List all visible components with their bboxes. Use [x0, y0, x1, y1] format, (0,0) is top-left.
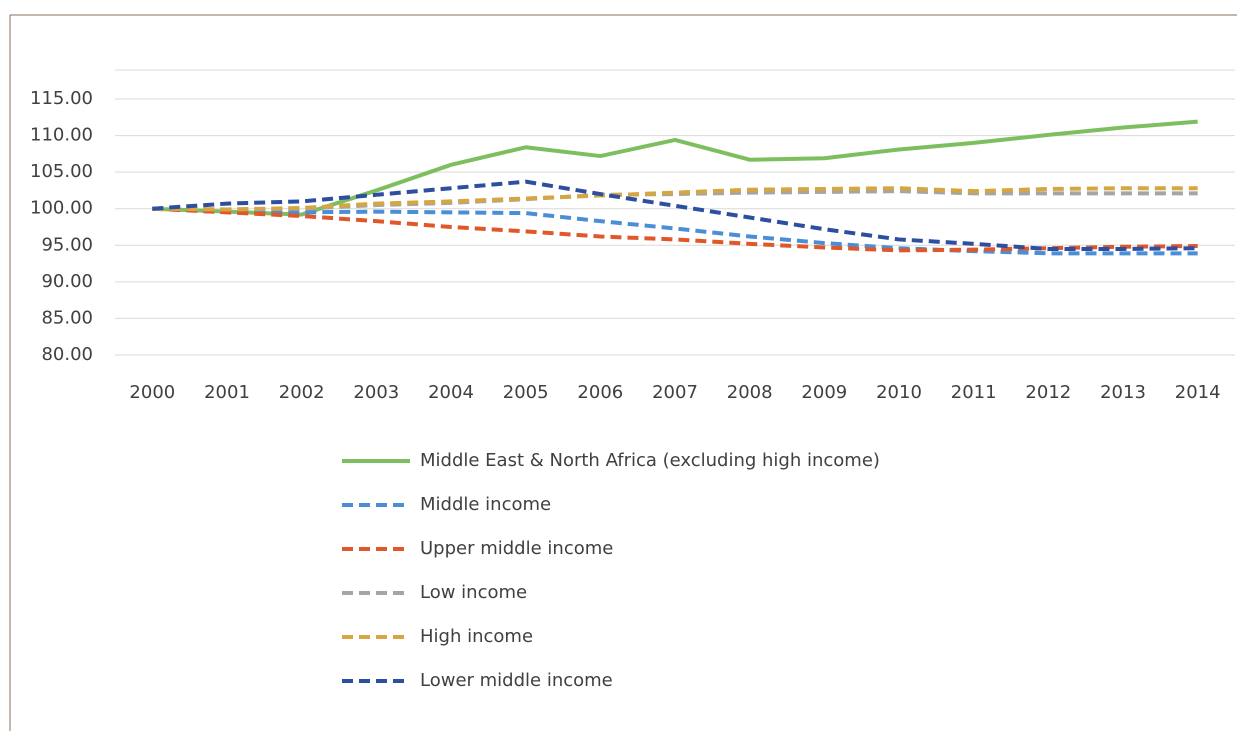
- legend-label: Middle income: [420, 494, 551, 515]
- x-tick-label: 2013: [1100, 382, 1146, 403]
- x-tick-label: 2006: [577, 382, 623, 403]
- x-tick-label: 2001: [204, 382, 250, 403]
- y-tick-label: 80.00: [41, 344, 93, 365]
- y-tick-label: 110.00: [30, 125, 93, 146]
- y-tick-label: 100.00: [30, 198, 93, 219]
- x-tick-label: 2003: [353, 382, 399, 403]
- x-tick-label: 2004: [428, 382, 474, 403]
- legend-label: Low income: [420, 582, 527, 603]
- y-tick-label: 105.00: [30, 161, 93, 182]
- legend-label: Middle East & North Africa (excluding hi…: [420, 450, 880, 471]
- series-line: [152, 206, 1198, 256]
- x-tick-label: 2010: [876, 382, 922, 403]
- y-tick-label: 95.00: [41, 234, 93, 255]
- x-tick-label: 2007: [652, 382, 698, 403]
- x-tick-label: 2002: [279, 382, 325, 403]
- x-tick-label: 2012: [1025, 382, 1071, 403]
- y-tick-label: 115.00: [30, 88, 93, 109]
- x-tick-label: 2011: [951, 382, 997, 403]
- legend-label: Upper middle income: [420, 538, 613, 559]
- x-tick-label: 2005: [503, 382, 549, 403]
- series-line: [152, 179, 1198, 251]
- x-tick-label: 2009: [801, 382, 847, 403]
- legend-label: Lower middle income: [420, 670, 613, 691]
- x-tick-label: 2008: [727, 382, 773, 403]
- legend-label: High income: [420, 626, 533, 647]
- series-line: [152, 186, 1198, 212]
- y-tick-label: 90.00: [41, 271, 93, 292]
- x-tick-label: 2014: [1175, 382, 1221, 403]
- x-tick-label: 2000: [129, 382, 175, 403]
- y-tick-label: 85.00: [41, 307, 93, 328]
